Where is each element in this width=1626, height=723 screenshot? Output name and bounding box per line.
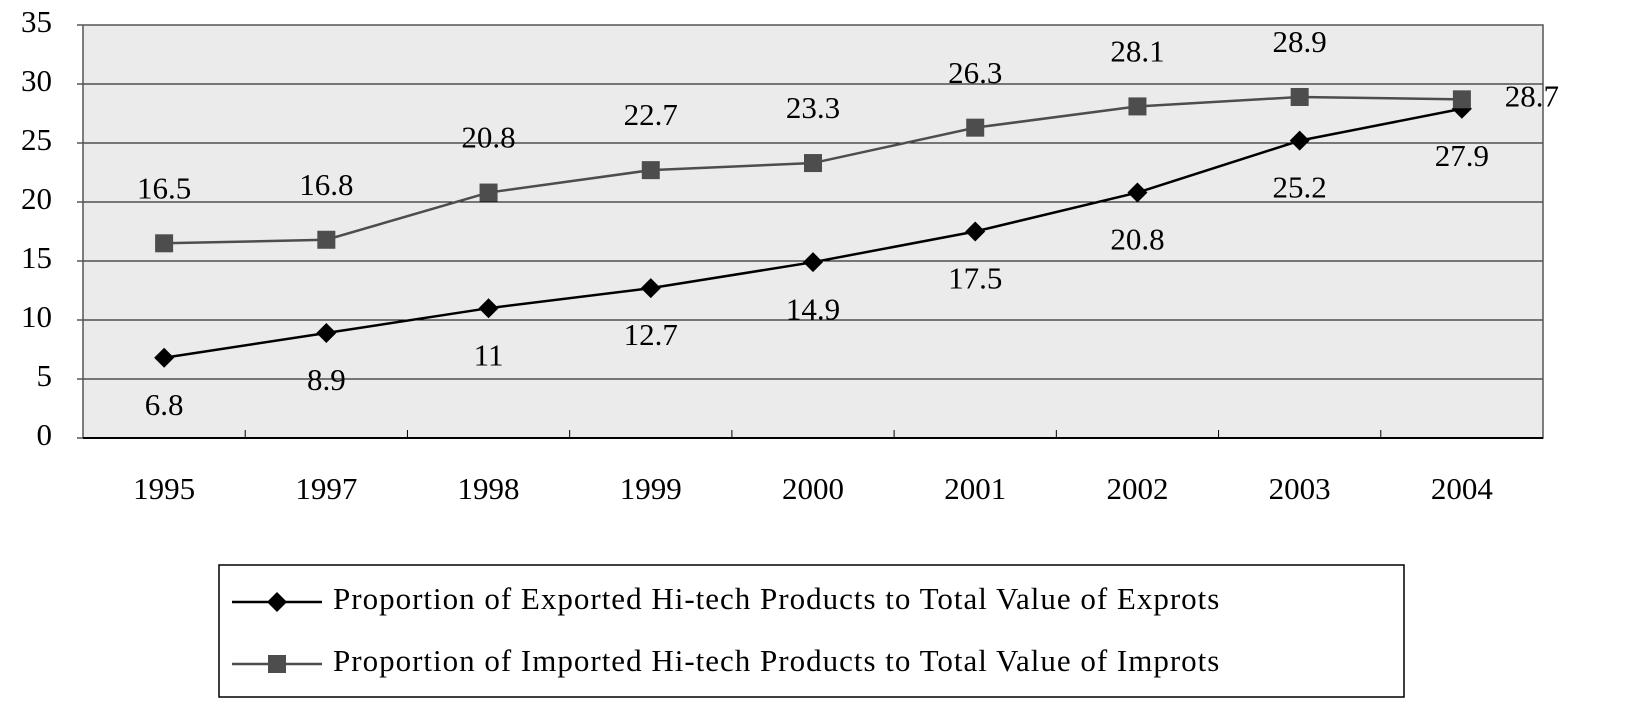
data-point xyxy=(965,221,986,242)
y-tick-label: 30 xyxy=(21,63,52,98)
x-tick-label: 1997 xyxy=(295,471,357,506)
data-label: 22.7 xyxy=(624,97,678,132)
data-label: 6.8 xyxy=(145,387,184,422)
data-label: 23.3 xyxy=(786,90,840,125)
data-point xyxy=(154,347,175,368)
y-tick-label: 5 xyxy=(37,358,53,393)
data-point xyxy=(317,230,336,249)
data-label: 17.5 xyxy=(948,261,1002,296)
legend-label: Proportion of Imported Hi-tech Products … xyxy=(333,643,1220,678)
y-tick-label: 15 xyxy=(21,240,52,275)
plot-area xyxy=(83,25,1543,438)
data-label: 28.1 xyxy=(1110,34,1164,69)
data-point xyxy=(804,154,822,173)
data-label: 26.3 xyxy=(948,55,1002,90)
y-tick-label: 10 xyxy=(21,299,52,334)
y-tick-label: 20 xyxy=(21,181,52,216)
x-tick-label: 2002 xyxy=(1106,471,1168,506)
data-label: 14.9 xyxy=(786,291,840,326)
x-tick-label: 2001 xyxy=(944,471,1006,506)
data-label: 25.2 xyxy=(1273,170,1327,205)
y-tick-label: 35 xyxy=(21,4,52,39)
data-point xyxy=(1452,90,1471,109)
x-tick-label: 1999 xyxy=(620,471,682,506)
x-tick-label: 2004 xyxy=(1431,471,1494,506)
x-tick-label: 1998 xyxy=(458,471,520,506)
data-point xyxy=(479,183,498,202)
x-tick-label: 2003 xyxy=(1269,471,1331,506)
data-point xyxy=(641,161,660,180)
data-point xyxy=(316,322,337,343)
data-label: 8.9 xyxy=(307,362,346,397)
data-point xyxy=(155,234,174,253)
data-point xyxy=(640,278,661,299)
legend-marker xyxy=(267,592,287,612)
data-label: 28.7 xyxy=(1505,78,1559,113)
x-tick-label: 1995 xyxy=(133,471,195,506)
data-point xyxy=(1128,97,1147,116)
data-point xyxy=(1127,182,1148,203)
y-tick-label: 0 xyxy=(37,417,53,452)
legend-box xyxy=(218,564,1405,698)
data-label: 16.8 xyxy=(299,167,353,202)
data-label: 28.9 xyxy=(1273,24,1327,59)
data-point xyxy=(1290,87,1309,106)
data-label: 11 xyxy=(474,337,504,372)
data-label: 20.8 xyxy=(1110,222,1164,257)
data-point xyxy=(803,252,823,273)
data-label: 27.9 xyxy=(1435,138,1489,173)
data-point xyxy=(478,298,499,319)
data-point xyxy=(1289,130,1310,151)
data-label: 12.7 xyxy=(624,317,678,352)
data-label: 16.5 xyxy=(137,170,191,205)
x-tick-label: 2000 xyxy=(782,471,844,506)
data-label: 20.8 xyxy=(461,120,515,155)
legend-marker xyxy=(268,655,286,673)
y-tick-label: 25 xyxy=(21,122,52,157)
legend-label: Proportion of Exported Hi-tech Products … xyxy=(333,581,1220,616)
data-point xyxy=(966,118,985,137)
